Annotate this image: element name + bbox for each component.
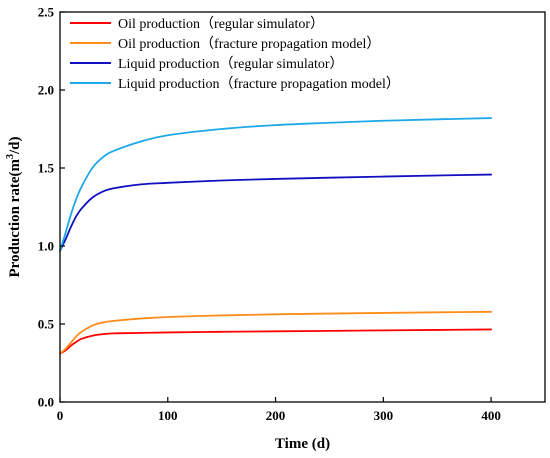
series-line-3 (59, 173, 493, 252)
x-tick-label: 100 (158, 408, 178, 423)
y-axis-label: Production rate(m3/d) (5, 137, 23, 278)
y-axis-label-superscript: 3 (5, 154, 16, 159)
series-line-4 (59, 117, 493, 252)
y-tick-label: 0.5 (38, 317, 55, 332)
legend-label-2: Oil production（fracture propagation mode… (118, 36, 380, 52)
y-tick-label: 2.5 (38, 5, 55, 20)
axis-layer: 0 100 200 300 400 0.0 0.5 1.0 1.5 2.0 2.5 (38, 5, 501, 424)
y-tick-label: 0.0 (38, 395, 54, 410)
x-tick-label: 400 (481, 408, 501, 423)
legend-label-4: Liquid production（fracture propagation m… (118, 76, 400, 92)
x-tick-label: 200 (266, 408, 286, 423)
y-tick-label: 2.0 (38, 83, 54, 98)
y-axis-label-tail: /d) (7, 137, 23, 156)
legend-label-3: Liquid production（regular simulator） (118, 56, 344, 72)
series-layer (59, 117, 493, 355)
series-line-2 (59, 310, 493, 355)
y-tick-label: 1.0 (38, 239, 54, 254)
plot-frame (59, 11, 546, 403)
series-line-1 (59, 328, 493, 355)
legend: Oil production（regular simulator） Oil pro… (70, 16, 400, 92)
legend-label-1: Oil production（regular simulator） (118, 16, 324, 32)
x-tick-label: 300 (374, 408, 394, 423)
x-tick-label: 0 (57, 408, 64, 423)
y-tick-label: 1.5 (38, 161, 55, 176)
y-axis-label-base: Production rate(m (7, 159, 23, 278)
x-axis-label: Time (d) (275, 436, 330, 452)
